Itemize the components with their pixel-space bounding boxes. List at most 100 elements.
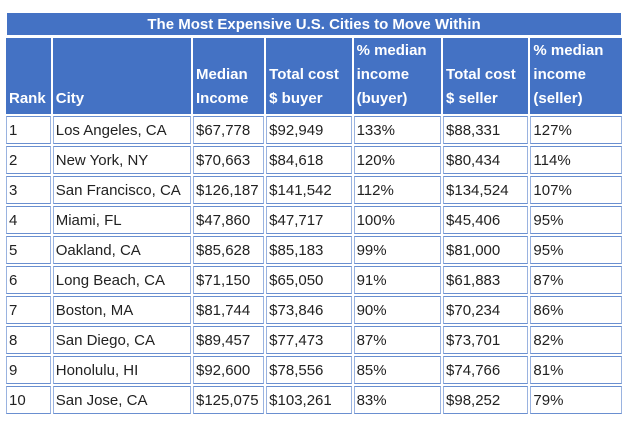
cell-median-income: $89,457 bbox=[193, 326, 265, 354]
cell-total-cost-seller: $88,331 bbox=[443, 116, 529, 144]
cell-pct-income-buyer: 99% bbox=[353, 236, 442, 264]
cell-pct-income-seller: 87% bbox=[530, 266, 622, 294]
cell-city: San Diego, CA bbox=[52, 326, 191, 354]
table-row: 10 San Jose, CA $125,075 $103,261 83% $98,252… bbox=[6, 386, 622, 414]
cell-total-cost-buyer: $92,949 bbox=[266, 116, 352, 144]
header-line: income bbox=[533, 66, 586, 83]
cell-city: Los Angeles, CA bbox=[52, 116, 191, 144]
table-row: 7 Boston, MA $81,744 $73,846 90% $70,234 86% bbox=[6, 296, 622, 324]
cell-pct-income-buyer: 112% bbox=[353, 176, 442, 204]
cell-total-cost-seller: $70,234 bbox=[443, 296, 529, 324]
cell-total-cost-seller: $45,406 bbox=[443, 206, 529, 234]
cell-city: Honolulu, HI bbox=[52, 356, 191, 384]
cell-pct-income-buyer: 133% bbox=[353, 116, 442, 144]
header-row: Rank City Median Income Total cost $ buyer % m… bbox=[6, 38, 622, 114]
header-line: Median bbox=[196, 66, 248, 83]
table-container: The Most Expensive U.S. Cities to Move W… bbox=[4, 10, 624, 416]
cell-city: Boston, MA bbox=[52, 296, 191, 324]
cell-median-income: $70,663 bbox=[193, 146, 265, 174]
cell-rank: 1 bbox=[6, 116, 51, 144]
cell-total-cost-buyer: $84,618 bbox=[266, 146, 352, 174]
table-row: 1 Los Angeles, CA $67,778 $92,949 133% $88,33… bbox=[6, 116, 622, 144]
cell-median-income: $67,778 bbox=[193, 116, 265, 144]
cell-pct-income-seller: 81% bbox=[530, 356, 622, 384]
cell-total-cost-seller: $98,252 bbox=[443, 386, 529, 414]
cell-pct-income-seller: 95% bbox=[530, 236, 622, 264]
header-median-income: Median Income bbox=[193, 38, 265, 114]
cell-total-cost-seller: $81,000 bbox=[443, 236, 529, 264]
header-line: Total cost bbox=[446, 66, 516, 83]
header-line: $ buyer bbox=[269, 90, 323, 107]
cell-total-cost-buyer: $65,050 bbox=[266, 266, 352, 294]
cell-city: Oakland, CA bbox=[52, 236, 191, 264]
cell-total-cost-seller: $73,701 bbox=[443, 326, 529, 354]
header-rank: Rank bbox=[6, 38, 51, 114]
cell-total-cost-buyer: $77,473 bbox=[266, 326, 352, 354]
table-body: 1 Los Angeles, CA $67,778 $92,949 133% $88,33… bbox=[6, 116, 622, 414]
cell-total-cost-seller: $80,434 bbox=[443, 146, 529, 174]
cell-pct-income-seller: 114% bbox=[530, 146, 622, 174]
table-row: 2 New York, NY $70,663 $84,618 120% $80,434 11… bbox=[6, 146, 622, 174]
table-row: 6 Long Beach, CA $71,150 $65,050 91% $61,883 8… bbox=[6, 266, 622, 294]
table-title: The Most Expensive U.S. Cities to Move W… bbox=[6, 12, 622, 36]
cell-rank: 5 bbox=[6, 236, 51, 264]
cell-city: San Francisco, CA bbox=[52, 176, 191, 204]
header-line: Total cost bbox=[269, 66, 339, 83]
header-total-cost-buyer: Total cost $ buyer bbox=[266, 38, 352, 114]
cell-total-cost-buyer: $141,542 bbox=[266, 176, 352, 204]
header-line: City bbox=[55, 90, 85, 107]
cell-pct-income-seller: 82% bbox=[530, 326, 622, 354]
header-line: (buyer) bbox=[356, 90, 408, 107]
cell-city: Miami, FL bbox=[52, 206, 191, 234]
cell-rank: 8 bbox=[6, 326, 51, 354]
cell-pct-income-seller: 127% bbox=[530, 116, 622, 144]
header-city: City bbox=[52, 38, 191, 114]
cell-rank: 7 bbox=[6, 296, 51, 324]
header-line: % median bbox=[356, 42, 427, 59]
cell-median-income: $71,150 bbox=[193, 266, 265, 294]
cell-total-cost-buyer: $78,556 bbox=[266, 356, 352, 384]
cell-total-cost-buyer: $85,183 bbox=[266, 236, 352, 264]
cell-rank: 4 bbox=[6, 206, 51, 234]
header-pct-income-buyer: % median income (buyer) bbox=[353, 38, 442, 114]
cell-city: Long Beach, CA bbox=[52, 266, 191, 294]
cell-pct-income-buyer: 120% bbox=[353, 146, 442, 174]
cell-rank: 3 bbox=[6, 176, 51, 204]
cell-pct-income-seller: 86% bbox=[530, 296, 622, 324]
table-row: 9 Honolulu, HI $92,600 $78,556 85% $74,766 81% bbox=[6, 356, 622, 384]
header-line: income bbox=[356, 66, 410, 83]
cell-pct-income-buyer: 100% bbox=[353, 206, 442, 234]
cell-total-cost-seller: $61,883 bbox=[443, 266, 529, 294]
cell-rank: 9 bbox=[6, 356, 51, 384]
cell-total-cost-buyer: $103,261 bbox=[266, 386, 352, 414]
cell-median-income: $125,075 bbox=[193, 386, 265, 414]
table-row: 4 Miami, FL $47,860 $47,717 100% $45,406 95% bbox=[6, 206, 622, 234]
cell-rank: 2 bbox=[6, 146, 51, 174]
table-row: 5 Oakland, CA $85,628 $85,183 99% $81,000 95% bbox=[6, 236, 622, 264]
cell-pct-income-seller: 95% bbox=[530, 206, 622, 234]
cities-table: The Most Expensive U.S. Cities to Move W… bbox=[4, 10, 624, 416]
cell-total-cost-seller: $74,766 bbox=[443, 356, 529, 384]
cell-pct-income-buyer: 87% bbox=[353, 326, 442, 354]
cell-pct-income-buyer: 83% bbox=[353, 386, 442, 414]
cell-total-cost-buyer: $47,717 bbox=[266, 206, 352, 234]
header-line: Income bbox=[196, 90, 249, 107]
header-line: Rank bbox=[9, 90, 46, 107]
header-total-cost-seller: Total cost $ seller bbox=[443, 38, 529, 114]
cell-median-income: $81,744 bbox=[193, 296, 265, 324]
cell-median-income: $47,860 bbox=[193, 206, 265, 234]
header-line: (seller) bbox=[533, 90, 583, 107]
cell-pct-income-buyer: 90% bbox=[353, 296, 442, 324]
header-pct-income-seller: % median income (seller) bbox=[530, 38, 622, 114]
cell-median-income: $85,628 bbox=[193, 236, 265, 264]
cell-total-cost-buyer: $73,846 bbox=[266, 296, 352, 324]
header-line: % median bbox=[533, 42, 604, 59]
cell-median-income: $92,600 bbox=[193, 356, 265, 384]
cell-pct-income-buyer: 91% bbox=[353, 266, 442, 294]
cell-city: New York, NY bbox=[52, 146, 191, 174]
cell-rank: 6 bbox=[6, 266, 51, 294]
cell-pct-income-seller: 79% bbox=[530, 386, 622, 414]
cell-rank: 10 bbox=[6, 386, 51, 414]
table-row: 3 San Francisco, CA $126,187 $141,542 112% $1… bbox=[6, 176, 622, 204]
cell-city: San Jose, CA bbox=[52, 386, 191, 414]
